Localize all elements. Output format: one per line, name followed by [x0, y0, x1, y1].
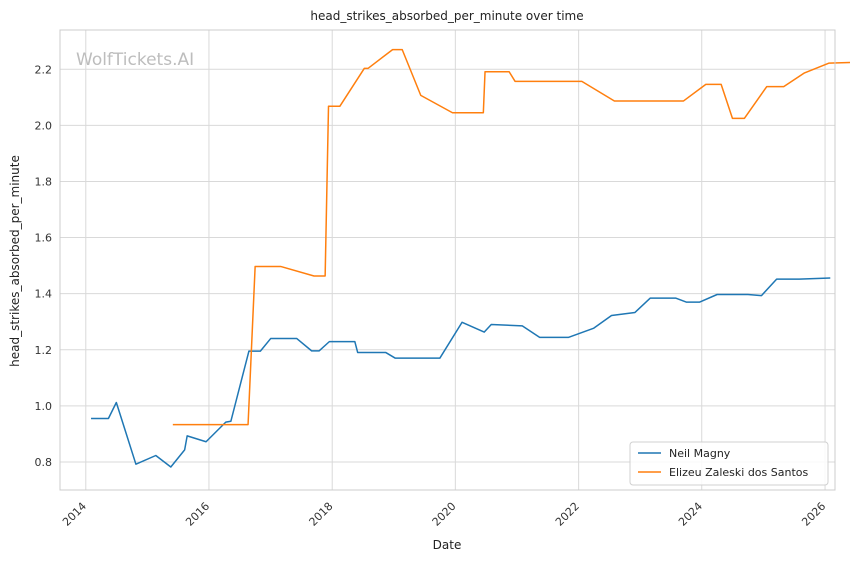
y-tick-label: 1.0 [35, 400, 53, 413]
y-tick-label: 1.4 [35, 288, 53, 301]
chart-title: head_strikes_absorbed_per_minute over ti… [310, 9, 583, 23]
y-tick-label: 1.8 [35, 175, 53, 188]
y-tick-label: 2.2 [35, 63, 53, 76]
plot-area [60, 30, 835, 490]
series-line-neil-magny [91, 277, 831, 468]
watermark-text: WolfTickets.AI [76, 50, 194, 70]
legend: Neil Magny Elizeu Zaleski dos Santos [629, 441, 829, 486]
series-lines [91, 48, 850, 468]
plot-frame [59, 29, 836, 491]
y-axis-ticks: 0.8 1.0 1.2 1.4 1.6 1.8 2.0 2.2 [35, 63, 53, 469]
y-tick-label: 1.6 [35, 232, 53, 245]
y-axis-label: head_strikes_absorbed_per_minute [8, 155, 22, 367]
y-tick-label: 2.0 [35, 119, 53, 132]
series-line-elizeu-zaleski-dos-santos [172, 48, 850, 426]
x-axis-label: Date [433, 538, 462, 552]
legend-label-neil-magny: Neil Magny [669, 447, 731, 460]
y-tick-label: 0.8 [35, 456, 53, 469]
y-tick-label: 1.2 [35, 344, 53, 357]
legend-box [629, 441, 829, 486]
legend-label-elizeu-zaleski-dos-santos: Elizeu Zaleski dos Santos [669, 466, 809, 479]
